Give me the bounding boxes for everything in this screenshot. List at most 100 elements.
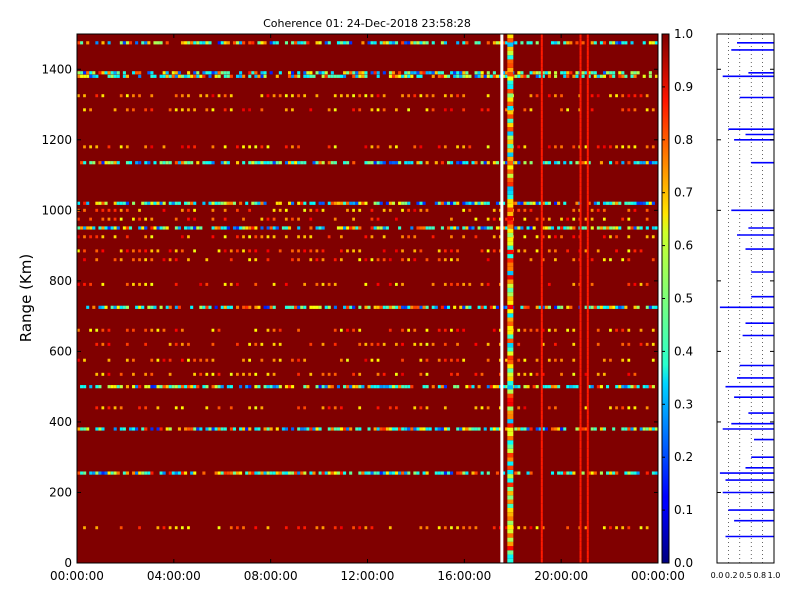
heat-cell <box>373 71 377 75</box>
heat-cell <box>398 385 402 389</box>
heat-cell <box>174 201 178 205</box>
heat-cell <box>83 208 86 212</box>
heat-cell <box>540 300 543 305</box>
heat-cell <box>116 471 120 475</box>
heat-cell <box>586 80 589 85</box>
heat-cell <box>333 108 337 112</box>
heat-cell <box>303 71 307 75</box>
heat-cell <box>495 74 499 78</box>
heat-cell <box>507 118 514 123</box>
heat-cell <box>586 220 589 225</box>
heat-cell <box>401 94 404 98</box>
heat-cell <box>586 334 589 339</box>
heat-cell <box>407 94 410 98</box>
heat-cell <box>278 342 282 346</box>
heat-cell <box>376 108 380 112</box>
heat-cell <box>287 71 292 75</box>
heat-cell <box>572 258 576 262</box>
heat-cell <box>636 305 640 309</box>
heat-cell <box>217 74 221 78</box>
heat-cell <box>450 358 453 362</box>
heat-cell <box>119 406 123 410</box>
heat-cell <box>456 258 459 262</box>
heat-cell <box>278 358 282 362</box>
heat-cell <box>193 372 196 376</box>
heat-cell <box>385 201 389 205</box>
heat-cell <box>272 217 276 221</box>
heat-cell <box>410 427 414 431</box>
heat-cell <box>144 201 148 205</box>
heat-cell <box>443 342 447 346</box>
heat-cell <box>187 145 190 149</box>
heat-cell <box>465 427 469 431</box>
heat-cell <box>540 114 543 119</box>
heat-cell <box>358 372 362 376</box>
heat-cell <box>507 436 514 441</box>
heat-cell <box>586 304 589 310</box>
heat-cell <box>177 161 181 165</box>
heat-cell <box>297 145 300 149</box>
heat-cell <box>507 351 514 356</box>
heat-cell <box>77 471 81 475</box>
heat-cell <box>382 427 386 431</box>
heat-cell <box>579 406 582 411</box>
heat-cell <box>382 258 386 262</box>
heat-cell <box>453 226 457 230</box>
heat-cell <box>540 550 543 555</box>
heat-cell <box>538 305 542 309</box>
heat-cell <box>540 232 543 238</box>
heat-cell <box>382 41 386 45</box>
heat-cell <box>465 74 469 78</box>
heat-cell <box>560 427 564 431</box>
heat-cell <box>633 406 637 410</box>
heat-cell <box>579 364 582 369</box>
heat-cell <box>624 471 628 475</box>
heat-cell <box>339 226 344 230</box>
heat-cell <box>507 84 514 90</box>
heat-cell <box>526 427 530 431</box>
heat-cell <box>538 201 542 205</box>
heat-cell <box>468 305 472 309</box>
heat-cell <box>579 326 582 331</box>
heat-cell <box>579 313 582 318</box>
heat-cell <box>586 165 589 170</box>
heat-cell <box>165 161 169 165</box>
heat-cell <box>190 161 194 165</box>
heat-cell <box>618 226 622 230</box>
heat-cell <box>122 74 126 78</box>
heat-cell <box>507 499 514 504</box>
heat-cell <box>269 427 273 431</box>
heat-cell <box>586 317 589 322</box>
heat-cell <box>547 385 551 389</box>
heat-cell <box>370 71 374 75</box>
heat-cell <box>297 258 300 262</box>
heat-cell <box>144 258 148 262</box>
heat-cell <box>507 127 514 132</box>
heat-cell <box>358 71 362 75</box>
heat-cell <box>579 241 582 246</box>
heat-cell <box>193 217 196 221</box>
heat-cell <box>98 161 102 165</box>
heat-cell <box>352 226 356 230</box>
heat-cell <box>540 372 543 377</box>
heat-cell <box>217 427 221 431</box>
heat-cell <box>540 80 543 85</box>
heat-cell <box>159 74 163 78</box>
heat-cell <box>419 358 423 362</box>
heat-cell <box>217 385 221 389</box>
heat-cell <box>413 71 417 75</box>
heat-cell <box>291 108 294 112</box>
heat-cell <box>609 94 612 98</box>
heat-cell <box>586 326 589 331</box>
heat-cell <box>540 38 543 43</box>
heat-cell <box>248 342 251 346</box>
heat-cell <box>324 385 328 389</box>
heat-cell <box>159 471 163 475</box>
heat-cell <box>579 292 582 297</box>
heat-cell <box>586 194 589 200</box>
heat-cell <box>413 145 417 149</box>
heat-cell <box>540 292 543 297</box>
heat-cell <box>376 385 380 389</box>
heat-cell <box>579 203 582 208</box>
heat-cell <box>327 41 331 45</box>
